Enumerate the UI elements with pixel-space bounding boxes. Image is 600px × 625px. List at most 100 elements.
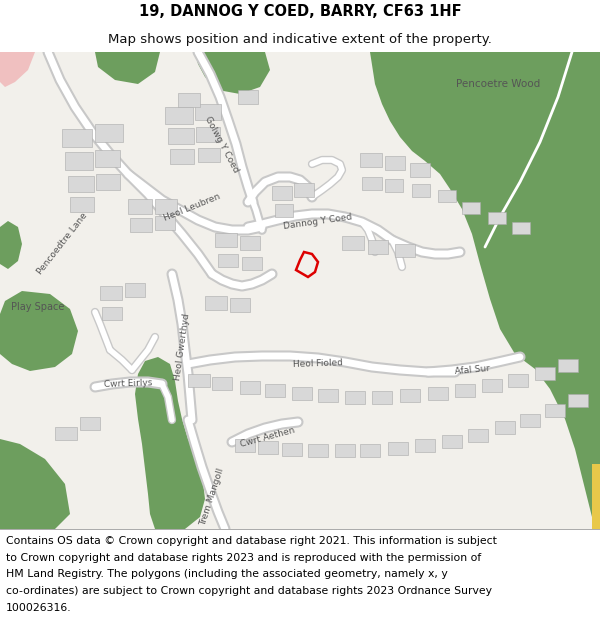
Bar <box>165 107 193 124</box>
Polygon shape <box>0 291 78 371</box>
Bar <box>62 129 92 147</box>
Bar <box>294 183 314 197</box>
Bar <box>272 186 292 200</box>
Bar <box>385 156 405 170</box>
Bar <box>558 359 578 372</box>
Bar <box>196 127 220 142</box>
Bar <box>188 374 210 387</box>
Bar <box>230 298 250 312</box>
Text: Contains OS data © Crown copyright and database right 2021. This information is : Contains OS data © Crown copyright and d… <box>6 536 497 546</box>
Bar <box>442 435 462 448</box>
Bar <box>238 90 258 104</box>
Bar <box>308 444 328 457</box>
Bar <box>520 414 540 427</box>
Bar <box>155 216 175 230</box>
Bar <box>372 391 392 404</box>
Text: Cwrt Eirlys: Cwrt Eirlys <box>104 379 152 389</box>
Bar <box>388 442 408 455</box>
Bar <box>400 389 420 402</box>
Polygon shape <box>195 52 270 94</box>
Polygon shape <box>95 52 160 84</box>
Bar <box>342 236 364 250</box>
Text: Golwg Y Coed: Golwg Y Coed <box>203 114 241 174</box>
Bar <box>235 439 255 452</box>
Bar <box>428 387 448 400</box>
Bar <box>265 384 285 397</box>
Text: 19, DANNOG Y COED, BARRY, CF63 1HF: 19, DANNOG Y COED, BARRY, CF63 1HF <box>139 4 461 19</box>
Bar <box>168 128 194 144</box>
Bar <box>362 177 382 190</box>
Polygon shape <box>0 439 70 529</box>
Bar <box>282 443 302 456</box>
Polygon shape <box>365 52 600 529</box>
Bar <box>178 93 200 107</box>
Bar <box>495 421 515 434</box>
Bar <box>275 204 293 217</box>
Bar <box>96 174 120 190</box>
Text: Heol Fioled: Heol Fioled <box>293 359 343 369</box>
Bar <box>242 257 262 270</box>
Bar <box>65 152 93 170</box>
Text: 100026316.: 100026316. <box>6 603 71 613</box>
Text: Pencoetre Wood: Pencoetre Wood <box>456 79 540 89</box>
Bar <box>240 381 260 394</box>
Bar <box>215 233 237 247</box>
Text: Heol Leubren: Heol Leubren <box>163 191 221 222</box>
Bar <box>68 176 94 192</box>
Bar <box>395 244 415 257</box>
Bar <box>412 184 430 197</box>
Bar <box>218 254 238 267</box>
Bar <box>240 236 260 250</box>
Bar <box>360 153 382 167</box>
Bar <box>415 439 435 452</box>
Bar <box>482 379 502 392</box>
Polygon shape <box>135 357 205 529</box>
Bar <box>130 218 152 232</box>
Polygon shape <box>0 221 22 269</box>
Bar <box>70 197 94 212</box>
Text: Cwrt Aethen: Cwrt Aethen <box>239 426 296 449</box>
Bar <box>125 283 145 297</box>
Bar <box>155 199 177 214</box>
Text: HM Land Registry. The polygons (including the associated geometry, namely x, y: HM Land Registry. The polygons (includin… <box>6 569 448 579</box>
Bar <box>198 148 220 162</box>
Bar <box>102 307 122 320</box>
Bar <box>508 374 528 387</box>
Text: to Crown copyright and database rights 2023 and is reproduced with the permissio: to Crown copyright and database rights 2… <box>6 552 481 562</box>
Bar <box>368 240 388 254</box>
Polygon shape <box>592 464 600 529</box>
Bar <box>100 286 122 300</box>
Bar <box>318 389 338 402</box>
Bar <box>195 104 221 120</box>
Bar <box>292 387 312 400</box>
Text: Map shows position and indicative extent of the property.: Map shows position and indicative extent… <box>108 32 492 46</box>
Bar <box>212 377 232 390</box>
Bar <box>55 427 77 440</box>
Bar <box>385 179 403 192</box>
Bar <box>568 394 588 407</box>
Bar <box>360 444 380 457</box>
Text: Trem Mangoll: Trem Mangoll <box>199 467 226 527</box>
Bar <box>258 441 278 454</box>
Bar <box>488 212 506 224</box>
Bar <box>535 367 555 380</box>
Bar <box>170 149 194 164</box>
Bar <box>410 163 430 177</box>
Bar <box>438 190 456 202</box>
Bar <box>455 384 475 397</box>
Polygon shape <box>0 52 35 87</box>
Bar <box>205 296 227 310</box>
Bar <box>335 444 355 457</box>
Bar <box>128 199 152 214</box>
Text: Heol Gwerthyd: Heol Gwerthyd <box>173 313 191 381</box>
Bar <box>95 150 120 167</box>
Bar <box>462 202 480 214</box>
Bar <box>512 222 530 234</box>
Text: co-ordinates) are subject to Crown copyright and database rights 2023 Ordnance S: co-ordinates) are subject to Crown copyr… <box>6 586 492 596</box>
Bar <box>468 429 488 442</box>
Bar <box>80 417 100 430</box>
Text: Dannog Y Coed: Dannog Y Coed <box>283 213 353 231</box>
Text: Pencoedtre Lane: Pencoedtre Lane <box>35 211 89 277</box>
Text: Play Space: Play Space <box>11 302 65 312</box>
Bar <box>345 391 365 404</box>
